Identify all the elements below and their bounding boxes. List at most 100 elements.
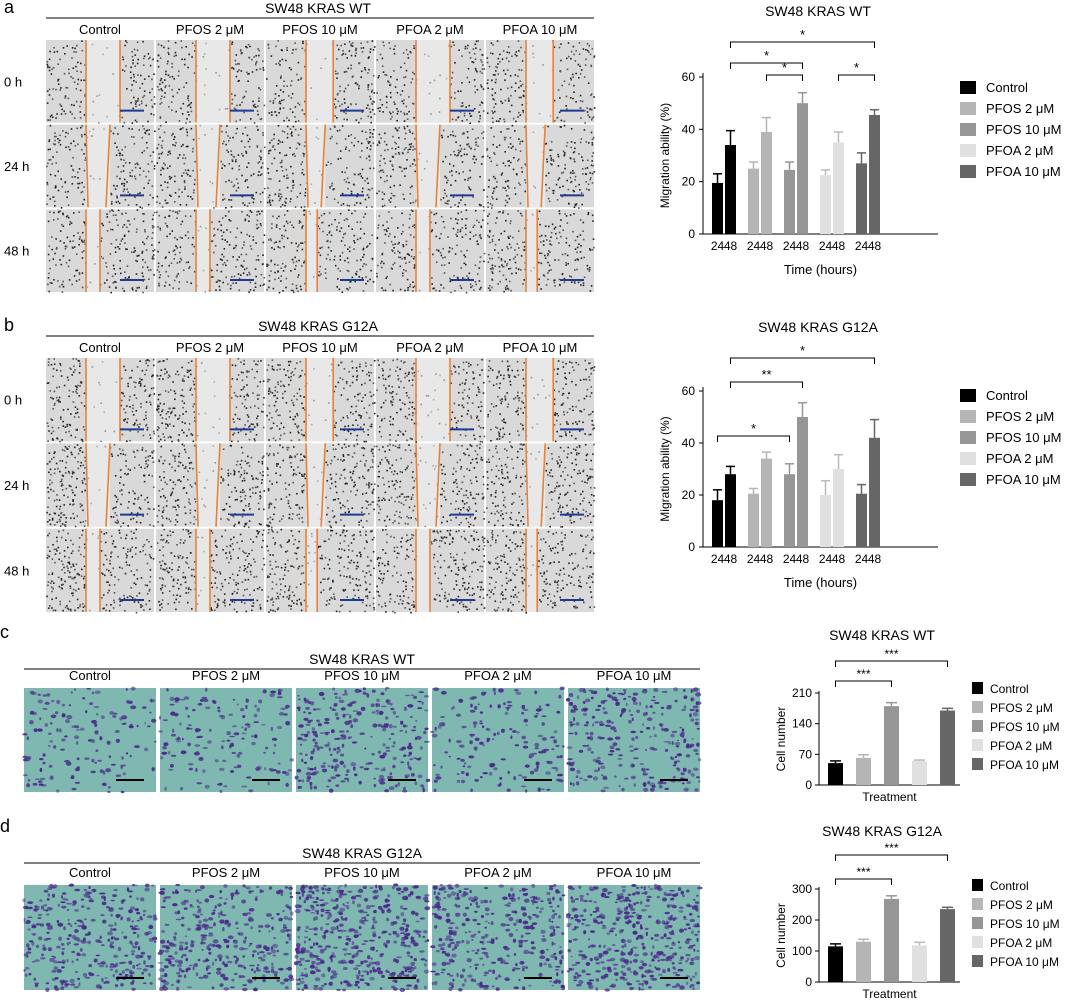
cell-speck [47, 148, 50, 151]
cell-speck [392, 423, 394, 426]
cell-speck [78, 168, 81, 170]
cell-speck [279, 89, 282, 91]
cell-speck [570, 141, 573, 143]
cell-speck [278, 291, 281, 294]
cell-speck [148, 133, 150, 136]
cell-speck [297, 142, 299, 144]
cell-speck [71, 57, 73, 59]
cell-speck [498, 270, 501, 273]
cell-speck [560, 219, 562, 221]
cell-speck [221, 167, 223, 169]
cell-speck [347, 430, 350, 433]
cell-speck [124, 199, 127, 201]
cell-speck [471, 61, 473, 63]
wound-gap [306, 40, 334, 123]
cell-speck [158, 427, 160, 429]
cell-speck [341, 54, 343, 56]
cell-speck [547, 197, 550, 200]
cell-speck [283, 131, 286, 133]
cell-speck [586, 388, 589, 391]
cell-speck [488, 380, 491, 383]
cell-speck [404, 361, 406, 363]
cell-speck [365, 131, 367, 133]
cell-speck [182, 378, 184, 380]
cell-speck [148, 508, 151, 510]
cell-speck [64, 426, 67, 428]
cell-speck [136, 514, 138, 517]
cell-speck [169, 194, 171, 196]
cell-speck [141, 136, 144, 139]
cell-speck [242, 371, 245, 374]
cell-speck [447, 179, 449, 182]
cell-speck [277, 364, 280, 366]
cell-speck [233, 275, 236, 278]
cell-speck [257, 226, 260, 229]
wound-gap [416, 358, 450, 442]
cell-speck [120, 489, 123, 491]
cell-speck [118, 248, 121, 250]
cell-speck [301, 47, 304, 50]
cell-speck [147, 464, 149, 466]
cell-speck [76, 411, 79, 414]
cell-speck [385, 228, 388, 231]
cell-speck [272, 437, 275, 440]
cell-speck [508, 280, 511, 283]
cell-speck [361, 51, 364, 53]
cell-speck [65, 447, 68, 449]
cell-speck [60, 516, 62, 519]
cell-speck [256, 219, 259, 222]
cell-speck [159, 402, 162, 405]
cell-speck [82, 464, 85, 467]
cell-speck [573, 190, 575, 193]
cell-speck [50, 432, 53, 435]
cell-speck [412, 225, 414, 228]
cell-speck [368, 155, 370, 158]
cell-speck [190, 461, 193, 464]
cell-speck [559, 435, 561, 438]
cell-speck [339, 105, 341, 107]
micrograph [486, 124, 596, 209]
cell-speck [246, 46, 248, 49]
cell-speck [565, 105, 567, 107]
cell-speck [188, 498, 190, 501]
cell-speck [151, 237, 153, 240]
cell-speck [66, 196, 68, 199]
cell-speck [127, 525, 129, 527]
cell-speck [238, 79, 240, 82]
cell-speck [551, 223, 554, 226]
cell-speck [579, 410, 581, 412]
cell-speck [238, 165, 240, 167]
cell-speck [135, 289, 137, 292]
cell-speck [407, 148, 410, 151]
cell-speck [510, 104, 513, 107]
cell-speck [522, 241, 524, 244]
cell-speck [152, 197, 154, 199]
cell-speck [497, 63, 499, 65]
cell-speck [303, 261, 305, 264]
cell-speck [185, 492, 188, 494]
cell-speck [298, 388, 301, 391]
cell-speck [151, 218, 154, 221]
cell-speck [173, 390, 176, 392]
cell-speck [220, 229, 222, 232]
cell-speck [57, 211, 60, 214]
cell-speck [398, 429, 401, 432]
cell-speck [169, 152, 172, 155]
cell-speck [51, 163, 53, 165]
cell-speck [472, 48, 475, 50]
cell-speck [518, 397, 521, 399]
cell-speck [128, 501, 130, 503]
cell-speck [297, 79, 300, 81]
cell-speck [47, 119, 49, 121]
cell-speck [53, 404, 56, 406]
cell-speck [295, 284, 298, 287]
cell-speck [289, 431, 292, 434]
cell-speck [579, 73, 582, 75]
cell-speck [522, 369, 524, 371]
cell-speck [61, 478, 63, 481]
cell-speck [348, 370, 350, 373]
cell-speck [549, 154, 552, 157]
cell-speck [591, 411, 594, 413]
cell-speck [568, 372, 571, 374]
cell-speck [478, 221, 480, 224]
